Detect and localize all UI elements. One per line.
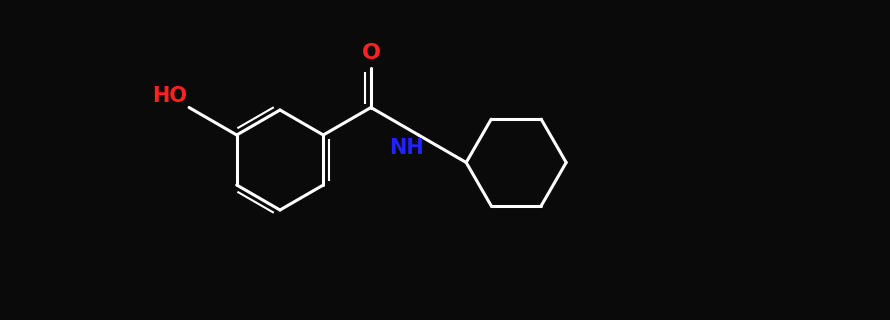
Text: NH: NH — [389, 138, 424, 158]
Text: HO: HO — [152, 85, 187, 106]
Text: O: O — [361, 43, 380, 62]
